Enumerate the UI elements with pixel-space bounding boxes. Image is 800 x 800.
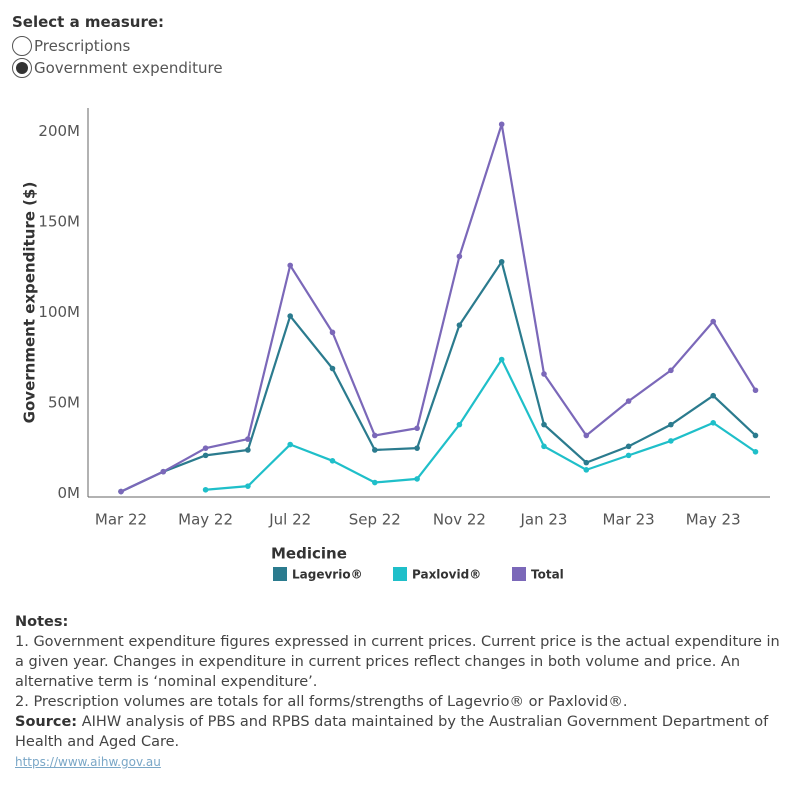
legend-item: Total bbox=[512, 567, 564, 582]
data-point bbox=[414, 425, 420, 432]
legend-swatch bbox=[273, 567, 287, 581]
control-label: Select a measure: bbox=[12, 13, 165, 31]
data-point bbox=[541, 443, 547, 450]
data-point bbox=[202, 486, 209, 493]
data-point bbox=[372, 432, 378, 439]
x-tick-label: Mar 23 bbox=[603, 511, 655, 529]
data-point bbox=[160, 468, 167, 475]
option-label[interactable]: Prescriptions bbox=[34, 37, 131, 55]
x-tick-label: Nov 22 bbox=[433, 511, 486, 529]
series-line bbox=[120, 259, 757, 493]
data-point bbox=[710, 392, 716, 399]
data-point bbox=[118, 488, 124, 495]
legend-label: Paxlovid® bbox=[412, 568, 481, 582]
legend-swatch bbox=[512, 567, 526, 581]
legend-label: Total bbox=[531, 568, 564, 582]
data-point bbox=[372, 479, 378, 486]
option-label[interactable]: Government expenditure bbox=[34, 59, 223, 77]
notes: Notes: 1. Government expenditure figures… bbox=[15, 612, 790, 772]
radio-option[interactable]: Prescriptions bbox=[12, 36, 130, 56]
legend-item: Paxlovid® bbox=[393, 567, 481, 582]
data-point bbox=[456, 322, 463, 328]
data-point bbox=[372, 447, 378, 453]
data-point bbox=[287, 313, 294, 319]
data-point bbox=[583, 467, 590, 473]
radio-button[interactable] bbox=[12, 58, 32, 78]
data-point bbox=[245, 436, 251, 442]
note: 1. Government expenditure figures expres… bbox=[15, 634, 780, 690]
data-point bbox=[625, 398, 632, 404]
x-tick-label: Jul 22 bbox=[268, 511, 311, 529]
data-point bbox=[329, 458, 336, 464]
legend-item: Lagevrio® bbox=[273, 567, 363, 582]
data-point bbox=[202, 445, 209, 451]
series-line bbox=[120, 123, 757, 493]
data-point bbox=[710, 318, 716, 325]
data-point bbox=[541, 371, 547, 377]
data-point bbox=[287, 441, 294, 448]
series-line bbox=[205, 357, 757, 491]
data-point bbox=[456, 421, 463, 428]
radio-option[interactable]: Government expenditure bbox=[12, 58, 223, 78]
legend-swatch bbox=[393, 567, 407, 581]
x-tick-label: Sep 22 bbox=[349, 511, 401, 529]
data-point bbox=[329, 329, 336, 336]
y-tick-label: 100M bbox=[38, 303, 80, 321]
note: 2. Prescription volumes are totals for a… bbox=[15, 694, 628, 710]
x-tick-label: May 23 bbox=[686, 511, 741, 529]
radio-button[interactable] bbox=[12, 36, 32, 56]
x-tick-label: Jan 23 bbox=[520, 511, 568, 529]
data-point bbox=[668, 438, 674, 444]
data-point bbox=[498, 121, 505, 128]
data-point bbox=[541, 421, 547, 428]
data-point bbox=[456, 253, 463, 260]
data-point bbox=[668, 421, 674, 428]
data-point bbox=[329, 365, 336, 372]
source-text: AIHW analysis of PBS and RPBS data maint… bbox=[15, 714, 769, 750]
y-tick-label: 0M bbox=[58, 484, 81, 502]
legend-title: Medicine bbox=[271, 545, 347, 563]
data-point bbox=[710, 420, 716, 426]
data-point bbox=[583, 432, 590, 439]
y-axis-title: Government expenditure ($) bbox=[21, 182, 39, 424]
data-point bbox=[625, 452, 632, 459]
data-point bbox=[202, 452, 209, 459]
data-point bbox=[287, 262, 294, 269]
data-point bbox=[414, 476, 420, 482]
y-tick-label: 150M bbox=[38, 212, 80, 230]
data-point bbox=[414, 445, 420, 451]
source-label: Source: bbox=[15, 714, 78, 730]
x-tick-label: May 22 bbox=[178, 511, 233, 529]
data-point bbox=[245, 483, 251, 489]
y-tick-label: 200M bbox=[38, 122, 80, 140]
link[interactable]: https://www.aihw.gov.au bbox=[15, 755, 161, 769]
data-point bbox=[668, 367, 674, 374]
legend-label: Lagevrio® bbox=[292, 568, 363, 582]
data-point bbox=[498, 356, 505, 363]
x-tick-label: Mar 22 bbox=[95, 511, 147, 529]
data-point bbox=[752, 448, 759, 455]
data-point bbox=[625, 443, 632, 450]
data-point bbox=[752, 387, 759, 394]
data-point bbox=[583, 459, 590, 466]
notes-title: Notes: bbox=[15, 614, 69, 630]
data-point bbox=[752, 432, 759, 439]
chart: 0M 50M 100M 150M 200M Government expenditure … bbox=[21, 108, 770, 582]
y-tick-label: 50M bbox=[48, 393, 80, 411]
data-point bbox=[498, 258, 505, 265]
data-point bbox=[245, 447, 251, 453]
